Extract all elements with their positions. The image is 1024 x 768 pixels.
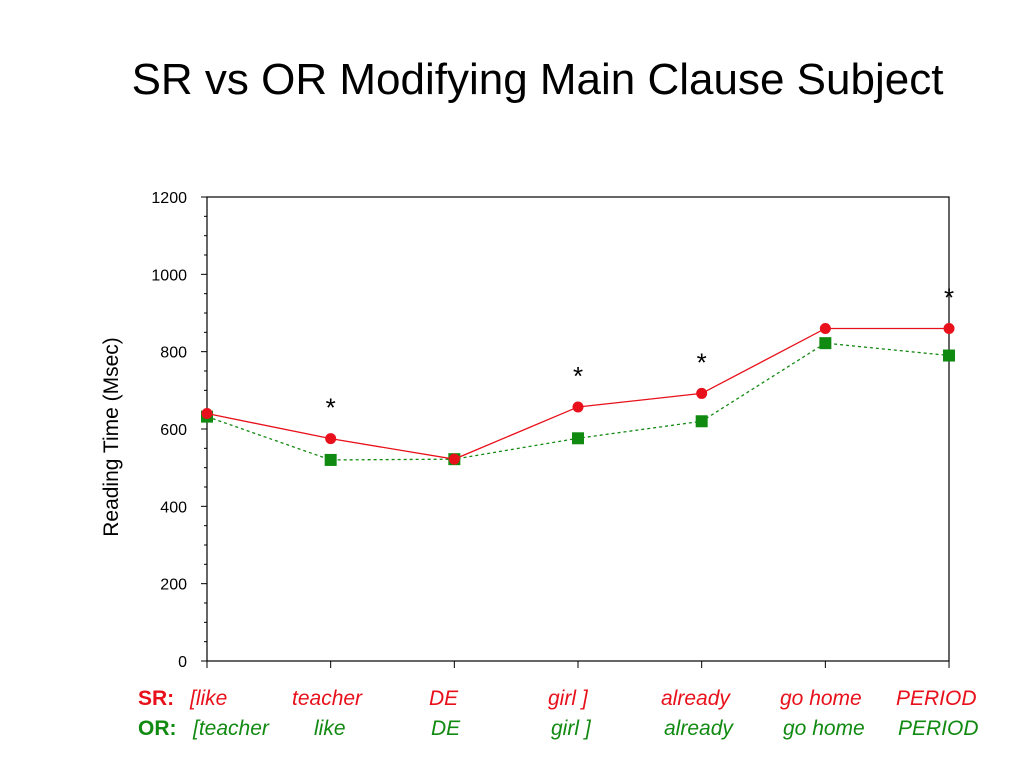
sr-word: go home (780, 687, 862, 710)
y-tick-label: 200 (160, 577, 187, 594)
or-word: like (314, 717, 346, 740)
sr-word: girl ] (548, 687, 588, 710)
or-word: girl ] (551, 717, 591, 740)
y-axis-label: Reading Time (Msec) (100, 337, 123, 537)
or-word: [teacher (193, 717, 269, 740)
y-tick-label: 0 (178, 654, 187, 671)
sr-row-label: SR: (138, 687, 175, 710)
plot-frame (206, 196, 950, 662)
significance-marker: * (697, 347, 707, 377)
point-or (572, 432, 585, 445)
point-sr (572, 401, 584, 413)
sr-word: PERIOD (896, 687, 977, 710)
slide-title: SR vs OR Modifying Main Clause Subject (131, 55, 944, 104)
sr-word: already (661, 687, 730, 710)
y-tick-label: 800 (160, 345, 187, 362)
point-or (695, 415, 708, 428)
or-word: already (664, 717, 733, 740)
y-tick-label: 600 (160, 422, 187, 439)
point-or (943, 349, 956, 362)
point-or (324, 453, 337, 466)
point-sr (325, 433, 337, 445)
point-or (819, 337, 832, 350)
sr-word: teacher (292, 687, 363, 710)
significance-marker: * (326, 393, 336, 423)
y-tick-label: 1000 (151, 267, 187, 284)
point-sr (448, 453, 460, 465)
sr-word: [like (190, 687, 228, 710)
or-row-label: OR: (138, 717, 177, 740)
y-tick-label: 400 (160, 499, 187, 516)
or-word: PERIOD (898, 717, 979, 740)
point-sr (819, 322, 831, 334)
significance-marker: * (573, 361, 583, 391)
point-sr (696, 387, 708, 399)
y-tick-label: 1200 (151, 190, 187, 207)
or-word: DE (431, 717, 461, 740)
significance-marker: * (944, 282, 954, 312)
or-word: go home (783, 717, 865, 740)
point-sr (201, 408, 213, 420)
point-sr (943, 322, 955, 334)
sr-word: DE (429, 687, 459, 710)
